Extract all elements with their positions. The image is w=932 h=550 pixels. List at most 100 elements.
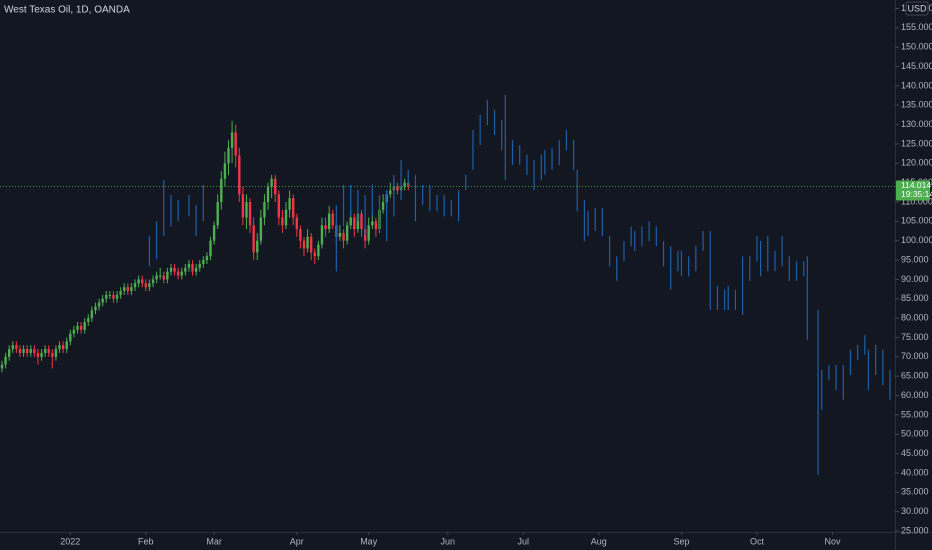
candle-body [33,349,36,353]
candle-body [263,202,266,218]
candle-body [176,271,180,276]
y-tick-label: 25.000 [901,525,929,535]
candle-body [367,225,370,241]
candle-body [234,132,237,156]
candle-body [112,294,115,299]
candle-body [22,349,25,353]
y-tick-label: 80.000 [901,313,929,323]
candle-body [317,244,320,257]
candle-body [15,345,18,350]
candle-body [144,283,148,288]
candle-body [353,217,356,230]
candle-body [248,202,252,226]
candle-body [141,279,144,284]
candle-body [29,349,32,353]
candle-body [130,287,133,292]
y-tick-label: 35.000 [901,487,929,497]
candle-body [47,349,50,353]
y-tick-label: 140.000 [901,80,932,90]
candle-body [342,232,345,241]
x-tick-label: Sep [673,536,689,546]
candle-body [209,240,212,257]
y-tick-label: 110.000 [901,196,932,206]
candle-body [25,349,29,353]
currency-badge[interactable] [905,1,929,16]
candle-body [212,225,216,241]
candle-body [90,310,94,319]
candle-body [338,232,342,237]
candle-body [184,267,187,272]
x-tick-label: Mar [206,536,222,546]
marks [0,94,895,475]
candle-body [169,267,173,272]
candle-body [123,287,126,292]
x-tick-label: Nov [824,536,841,546]
candle-body [309,236,313,253]
candle-body [295,217,299,230]
y-tick-label: 120.000 [901,158,932,168]
candle-body [43,349,47,353]
y-tick-label: 90.000 [901,274,929,284]
candle-body [87,318,90,322]
candle-body [4,356,7,365]
candle-body [108,294,112,296]
candle-body [292,198,295,218]
candle-body [277,194,281,218]
candle-body [97,302,101,307]
candle-body [281,217,284,226]
x-tick-label: May [360,536,378,546]
candle-body [274,178,277,195]
candle-body [396,186,399,191]
candle-body [220,178,223,203]
candle-body [266,186,270,203]
y-tick-label: 145.000 [901,61,932,71]
candle-body [324,225,327,230]
candle-body [11,345,14,350]
y-tick-label: 70.000 [901,351,929,361]
x-tick-label: 2022 [60,536,80,546]
candle-body [105,294,108,299]
candle-body [230,132,234,148]
candle-body [191,263,194,272]
candle-body [36,352,40,357]
candle-body [18,349,22,353]
y-tick-label: 95.000 [901,254,929,264]
candle-body [7,349,11,357]
y-tick-label: 65.000 [901,371,929,381]
x-tick-label: Feb [138,536,154,546]
candle-body [83,322,86,330]
last-price-label: 114.014 [901,180,931,190]
candle-body [54,349,58,357]
candle-body [155,275,158,280]
candle-body [58,345,61,350]
y-tick-label: 105.000 [901,216,932,226]
last-price-badge [896,180,930,201]
y-tick-label: 155.000 [901,22,932,32]
y-tick-label: 150.000 [901,42,932,52]
y-tick-label: 45.000 [901,448,929,458]
y-tick-label: 40.000 [901,467,929,477]
y-tick-label: 75.000 [901,332,929,342]
candle-body [259,217,263,241]
candle-body [374,221,378,230]
candle-body [284,209,288,226]
candle-body [198,263,201,268]
candle-body [115,294,119,299]
candle-body [241,194,245,218]
y-tick-label: 55.000 [901,409,929,419]
y-tick-label: 30.000 [901,506,929,516]
candle-body [306,236,309,249]
candle-body [126,287,130,292]
candle-body [223,163,227,179]
candle-body [162,275,165,280]
candle-body [371,221,374,226]
x-tick-label: Oct [750,536,765,546]
y-tick-label: 85.000 [901,293,929,303]
candle-body [288,198,291,210]
candle-body [148,283,151,288]
countdown-label: 19:35:14 [901,189,932,199]
candle-body [302,240,306,249]
